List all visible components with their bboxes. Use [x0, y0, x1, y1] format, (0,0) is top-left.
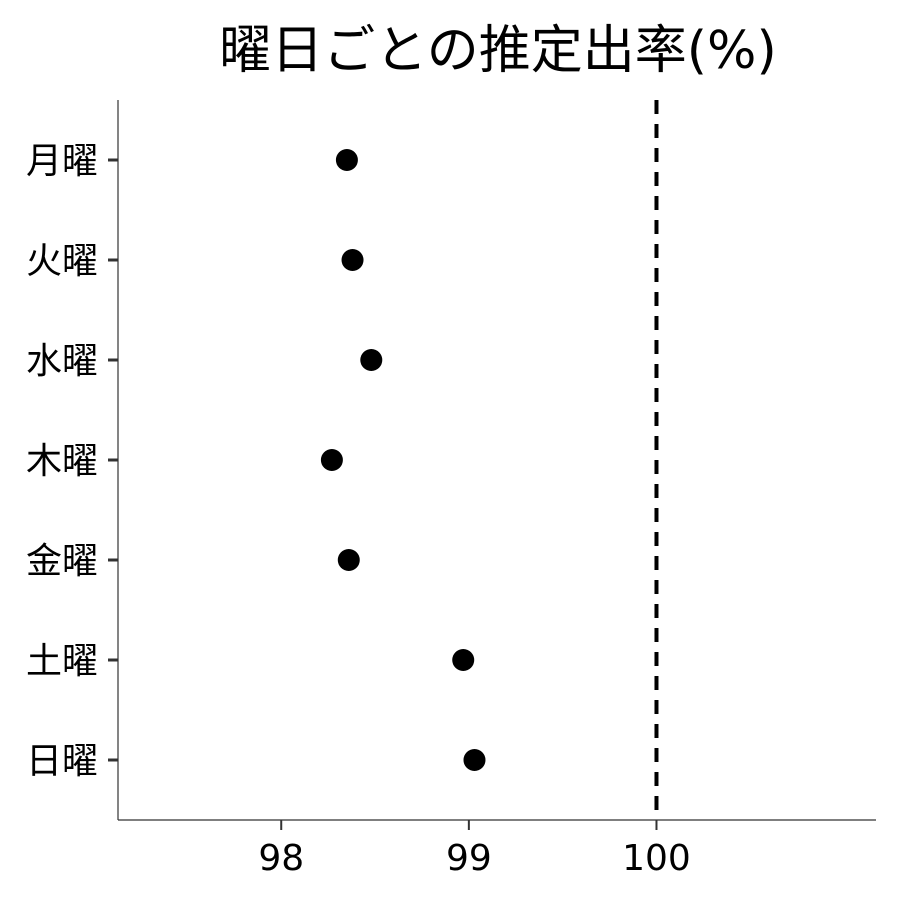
y-tick-label: 日曜	[26, 741, 98, 782]
data-point	[320, 449, 343, 471]
x-tick-label: 98	[258, 838, 304, 879]
data-point	[360, 349, 383, 371]
y-tick-label: 金曜	[26, 541, 98, 582]
data-point	[452, 649, 475, 671]
data-point	[463, 749, 486, 771]
y-tick-label: 月曜	[26, 141, 98, 182]
chart-title: 曜日ごとの推定出率(%)	[219, 21, 777, 81]
x-tick-label: 100	[622, 838, 691, 879]
y-tick-label: 火曜	[26, 241, 98, 282]
data-point	[341, 249, 364, 271]
data-point	[335, 149, 358, 171]
x-tick-label: 99	[446, 838, 492, 879]
y-tick-label: 水曜	[26, 341, 98, 382]
data-point	[337, 549, 360, 571]
y-tick-label: 土曜	[26, 641, 98, 682]
y-tick-label: 木曜	[26, 441, 98, 482]
